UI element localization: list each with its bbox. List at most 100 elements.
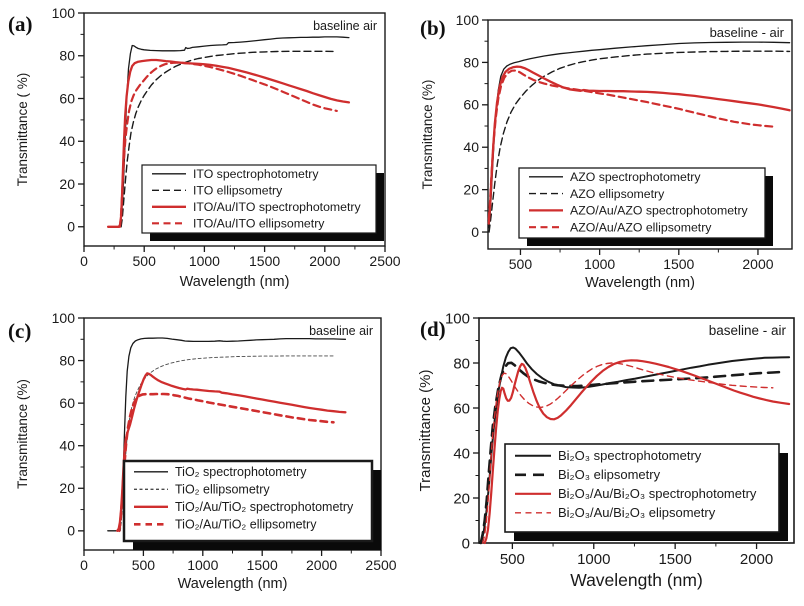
legend-label-0: Bi₂O₃ spectrophotometry	[558, 448, 702, 463]
x-tick-label: 2000	[740, 551, 773, 568]
annotation-baseline: baseline air	[313, 19, 377, 33]
annotation-baseline: baseline air	[309, 324, 373, 338]
x-tick-label: 1500	[658, 551, 691, 568]
y-axis-title: Transmittance ( %)	[15, 73, 30, 187]
y-axis-title: Transmittance (%)	[15, 379, 30, 489]
y-axis-title: Transmittance (%)	[417, 370, 434, 492]
chart-d: 500 1000 1500 2000 0 20 40 60 80 100 baseline - ai…	[417, 310, 795, 590]
y-tick-label: 20	[463, 182, 479, 198]
axis-box	[83, 12, 386, 247]
y-tick-label: 20	[59, 480, 75, 496]
x-axis-title: Wavelength (nm)	[178, 576, 288, 592]
legend-box	[122, 459, 374, 543]
legend-label-0: ITO spectrophotometry	[193, 167, 319, 181]
x-tick-label: 2500	[365, 557, 396, 573]
panel-d: (d) 500 1000 1500 2000 0 20 40 60 80 100 baseline …	[402, 303, 804, 606]
panel-b: (b) 500 1000 1500 2000 0 20 40 60 80 100 baseline …	[402, 0, 804, 303]
series-line-1	[488, 50, 791, 233]
x-tick-label: 0	[80, 557, 88, 573]
panel-c: (c) 0 500 1000 1500 2000 2500 0 20 40 60 80 100 base…	[0, 303, 402, 606]
series-line-2	[483, 359, 791, 545]
y-tick-label: 100	[445, 310, 470, 327]
series-line-3	[487, 69, 775, 221]
legend-label-1: Bi₂O₃ elipsometry	[558, 467, 661, 482]
legend-label-2: AZO/Au/AZO spectrophotometry	[570, 204, 749, 218]
x-tick-label: 500	[500, 551, 525, 568]
x-tick-label: 0	[80, 253, 88, 269]
legend-label-1: AZO ellipsometry	[570, 187, 665, 201]
y-tick-label: 80	[59, 352, 75, 368]
y-tick-label: 60	[453, 400, 470, 417]
legend-label-1: ITO ellipsometry	[193, 184, 283, 198]
y-tick-label: 20	[453, 490, 470, 507]
y-tick-label: 40	[463, 139, 479, 155]
legend-label-1: TiO₂ ellipsometry	[175, 483, 270, 497]
x-tick-label: 1000	[577, 551, 610, 568]
y-tick-label: 60	[59, 395, 75, 411]
legend-label-0: AZO spectrophotometry	[570, 170, 701, 184]
axis-box	[478, 317, 795, 544]
legend-label-3: Bi₂O₃/Au/Bi₂O₃ elipsometry	[558, 505, 716, 520]
legend-box	[504, 443, 780, 533]
y-tick-label: 60	[463, 97, 479, 113]
legend-label-2: TiO₂/Au/TiO₂ spectrophotometry	[175, 500, 354, 514]
legend-label-2: Bi₂O₃/Au/Bi₂O₃ spectrophotometry	[558, 486, 757, 501]
x-axis-title: Wavelength (nm)	[570, 570, 703, 590]
chart-a: 0 500 1000 1500 2000 2500 0 20 40 60 80 100 baseline…	[15, 5, 401, 290]
y-tick-label: 20	[59, 176, 75, 192]
panel-a-label: (a)	[8, 12, 33, 36]
x-tick-label: 1000	[187, 557, 218, 573]
x-tick-label: 1000	[584, 256, 615, 272]
series-line-3	[482, 362, 774, 544]
legend-label-2: ITO/Au/ITO spectrophotometry	[193, 200, 362, 214]
y-tick-label: 80	[453, 355, 470, 372]
axis-box	[487, 19, 793, 250]
y-axis-title: Transmittance (%)	[420, 80, 435, 190]
y-tick-label: 0	[471, 224, 479, 240]
y-tick-label: 80	[463, 54, 479, 70]
x-tick-label: 2000	[742, 256, 773, 272]
x-tick-label: 500	[132, 557, 156, 573]
legend-label-3: ITO/Au/ITO ellipsometry	[193, 217, 325, 231]
y-tick-label: 40	[59, 133, 75, 149]
legend-label-3: AZO/Au/AZO ellipsometry	[570, 220, 712, 234]
series-line-2	[116, 372, 347, 532]
series-line-3	[117, 392, 335, 533]
y-tick-label: 100	[456, 12, 480, 28]
y-tick-label: 40	[59, 438, 75, 454]
y-tick-label: 0	[67, 523, 75, 539]
y-tick-label: 60	[59, 90, 75, 106]
x-axis-title: Wavelength (nm)	[585, 275, 695, 291]
y-tick-label: 100	[52, 310, 76, 326]
x-tick-label: 2000	[309, 253, 340, 269]
x-axis-title: Wavelength (nm)	[180, 274, 290, 290]
y-tick-label: 80	[59, 48, 75, 64]
series-line-3	[118, 61, 338, 228]
chart-b: 500 1000 1500 2000 0 20 40 60 80 100 baseline - ai…	[420, 12, 793, 291]
x-tick-label: 1000	[189, 253, 220, 269]
series-line-2	[487, 65, 791, 225]
series-line-0	[107, 337, 347, 532]
annotation-baseline: baseline - air	[709, 323, 787, 338]
panel-d-label: (d)	[420, 317, 446, 341]
legend-box	[518, 167, 766, 239]
legend-label-0: TiO₂ spectrophotometry	[175, 465, 307, 479]
panel-a: (a) 0 500 1000 1500 2000 2500 0 20 40 60 80 100 base…	[0, 0, 402, 303]
panel-b-label: (b)	[420, 16, 446, 40]
x-tick-label: 1500	[663, 256, 694, 272]
x-tick-label: 2500	[369, 253, 400, 269]
y-tick-label: 0	[462, 535, 470, 552]
legend-label-3: TiO₂/Au/TiO₂ ellipsometry	[175, 518, 317, 532]
x-tick-label: 500	[133, 253, 157, 269]
y-tick-label: 0	[67, 219, 75, 235]
series-line-0	[107, 36, 350, 228]
panel-c-label: (c)	[8, 319, 32, 343]
y-tick-label: 40	[453, 445, 470, 462]
annotation-baseline: baseline - air	[710, 25, 785, 40]
x-tick-label: 1500	[247, 557, 278, 573]
x-tick-label: 2000	[306, 557, 337, 573]
series-line-1	[479, 361, 783, 545]
x-tick-label: 1500	[249, 253, 280, 269]
chart-c: 0 500 1000 1500 2000 2500 0 20 40 60 80 100 baseline…	[15, 310, 397, 592]
